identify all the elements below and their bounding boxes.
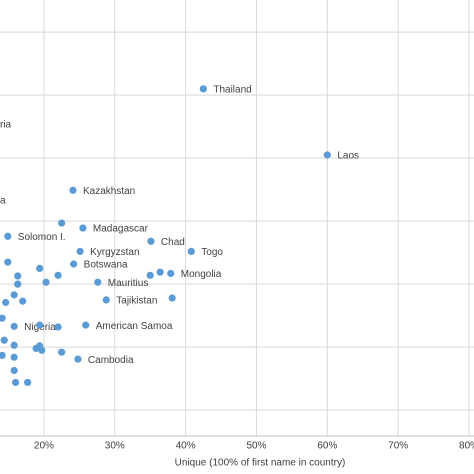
point bbox=[58, 348, 66, 356]
point bbox=[19, 297, 27, 305]
point bbox=[36, 264, 44, 273]
point bbox=[94, 278, 102, 286]
point bbox=[10, 322, 18, 330]
point-label: Thailand bbox=[213, 84, 251, 95]
x-tick-label: 30% bbox=[105, 441, 125, 452]
point bbox=[0, 314, 6, 322]
point bbox=[156, 268, 164, 276]
point bbox=[2, 298, 10, 307]
x-tick-label: 70% bbox=[388, 441, 408, 452]
annotation: ria bbox=[0, 120, 12, 131]
point bbox=[4, 258, 12, 266]
point bbox=[10, 353, 18, 361]
point-label: Chad bbox=[161, 237, 185, 248]
point bbox=[82, 321, 90, 329]
point bbox=[79, 224, 87, 232]
point bbox=[323, 151, 331, 159]
point-label: Tajikistan bbox=[116, 296, 157, 307]
point-label: Kazakhstan bbox=[83, 186, 135, 197]
point-label: Mongolia bbox=[181, 269, 222, 280]
point-label: Cambodia bbox=[88, 355, 134, 366]
point bbox=[54, 323, 62, 331]
point bbox=[146, 271, 154, 279]
point bbox=[70, 260, 78, 268]
point bbox=[24, 378, 32, 387]
point bbox=[14, 272, 22, 280]
point bbox=[167, 269, 175, 278]
point bbox=[54, 271, 62, 279]
x-axis-label: Unique (100% of first name in country) bbox=[175, 458, 346, 469]
point bbox=[0, 351, 6, 359]
point bbox=[168, 294, 176, 302]
x-tick-label: 40% bbox=[176, 441, 196, 452]
point bbox=[76, 247, 84, 255]
point bbox=[147, 237, 155, 245]
x-tick-label: 20% bbox=[34, 441, 54, 452]
point bbox=[36, 321, 44, 329]
point bbox=[11, 378, 20, 387]
point bbox=[74, 355, 82, 363]
point-label: Solomon I. bbox=[18, 232, 66, 243]
point-label: Laos bbox=[337, 151, 359, 162]
point bbox=[10, 291, 18, 299]
point-label: Madagascar bbox=[93, 224, 149, 235]
point bbox=[14, 280, 22, 288]
point-label: Botswana bbox=[84, 260, 128, 271]
point bbox=[4, 232, 12, 240]
point bbox=[10, 366, 18, 375]
annotation: a bbox=[0, 196, 6, 207]
x-tick-label: 50% bbox=[246, 441, 266, 452]
point bbox=[36, 342, 44, 350]
point-label: American Samoa bbox=[96, 321, 173, 332]
x-tick-label: 80% bbox=[459, 441, 474, 452]
point-label: Mauritius bbox=[108, 278, 149, 289]
point bbox=[102, 296, 110, 304]
point bbox=[69, 186, 77, 194]
point-label: Kyrgyzstan bbox=[90, 247, 139, 258]
point bbox=[187, 247, 195, 255]
point bbox=[10, 341, 18, 349]
point bbox=[58, 219, 66, 227]
point bbox=[42, 278, 50, 286]
point-label: Togo bbox=[201, 247, 223, 258]
point bbox=[199, 85, 207, 93]
point bbox=[0, 336, 8, 344]
x-tick-label: 60% bbox=[317, 441, 337, 452]
